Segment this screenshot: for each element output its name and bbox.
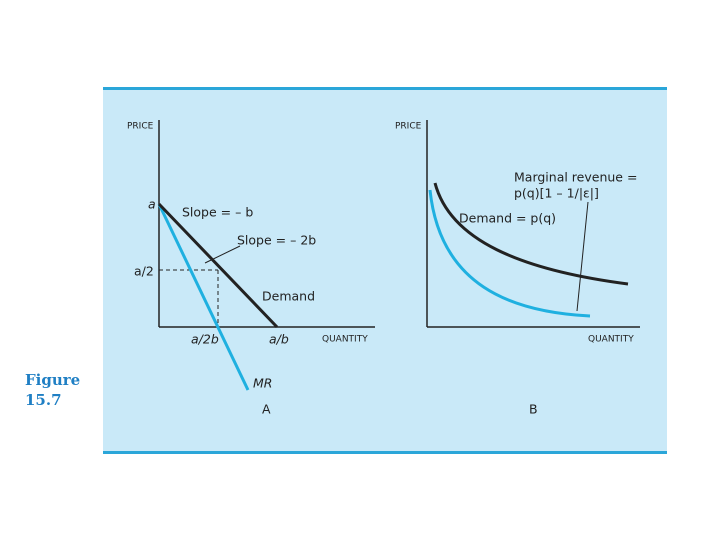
x-axis-label: QUANTITY xyxy=(322,335,368,345)
y-axis-label: PRICE xyxy=(127,122,154,132)
top-rule xyxy=(103,87,667,90)
slope-label: Slope = – 2b xyxy=(237,233,316,248)
mr-curve xyxy=(428,189,591,318)
mr-label: Marginal revenue = xyxy=(514,170,637,185)
bottom-rule xyxy=(103,451,667,454)
mr-label: MR xyxy=(253,376,272,391)
panel-b: PRICE Marginal revenue = p(q)[1 – 1/|ε|]… xyxy=(395,120,640,417)
demand-line xyxy=(157,202,279,329)
x-axis-label: QUANTITY xyxy=(588,335,634,345)
leader-line xyxy=(204,245,241,264)
mr-line xyxy=(157,203,250,391)
panel-caption: A xyxy=(262,402,271,417)
mr-formula: p(q)[1 – 1/|ε|] xyxy=(514,186,599,201)
demand-label: Demand xyxy=(262,289,315,304)
intercept-label: a xyxy=(148,197,156,212)
panel-caption: B xyxy=(529,402,538,417)
leader-line xyxy=(576,201,589,312)
panel-a: PRICE a Slope = – b Slope = – 2b a/2 Dem… xyxy=(127,120,375,417)
figure-label: Figure xyxy=(25,371,80,389)
qty-label: a/b xyxy=(269,332,289,347)
half-qty-label: a/2b xyxy=(191,332,219,347)
half-a-label: a/2 xyxy=(134,264,154,279)
figure-number: 15.7 xyxy=(25,391,62,409)
demand-curve xyxy=(433,182,629,286)
demand-label: Demand = p(q) xyxy=(459,211,556,226)
slope-label: Slope = – b xyxy=(182,205,253,220)
y-axis-label: PRICE xyxy=(395,122,422,132)
